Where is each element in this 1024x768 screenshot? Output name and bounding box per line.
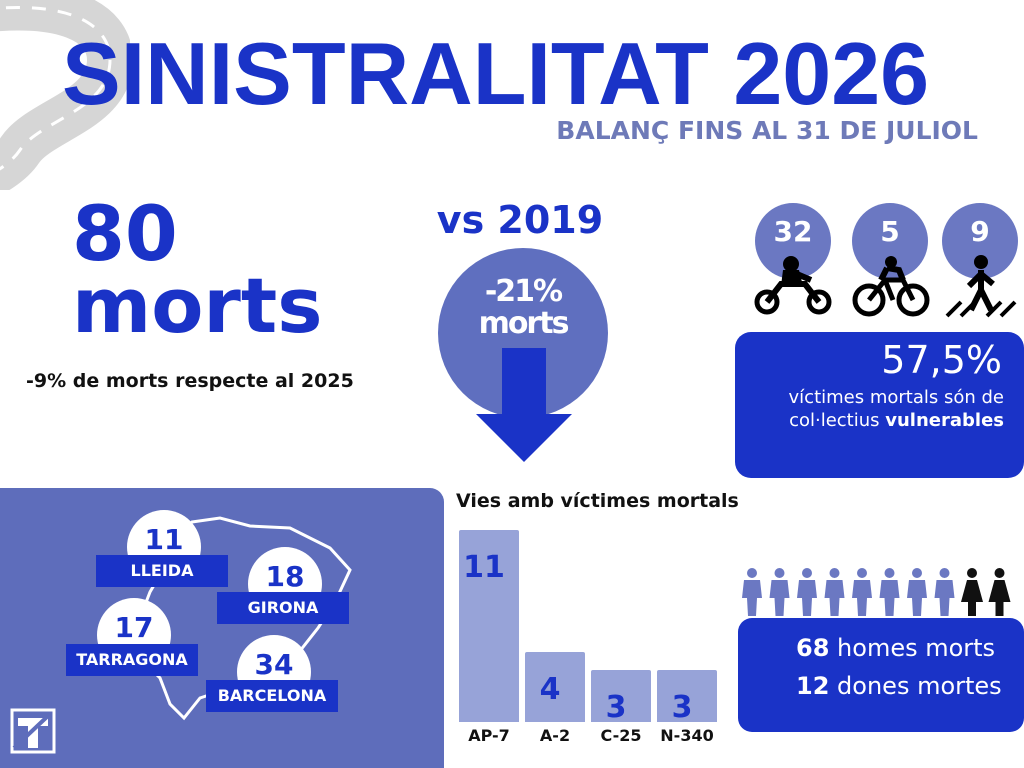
man-icon: [879, 568, 900, 616]
man-icon: [797, 568, 817, 616]
vulnerable-description: víctimes mortals són de col·lectius vuln…: [744, 386, 1004, 432]
motorcycle-icon: [754, 256, 832, 315]
province-label-tarragona: TARRAGONA: [66, 644, 198, 676]
bicycle-icon: [852, 256, 930, 317]
bar-value-label: 11: [463, 550, 505, 585]
page-subtitle: BALANÇ FINS AL 31 DE JULIOL: [556, 116, 978, 145]
bar-category-label: AP-7: [468, 726, 510, 745]
men-label: homes morts: [837, 634, 996, 662]
man-icon: [934, 568, 955, 616]
vs-2019-unit: morts: [478, 306, 570, 341]
man-icon: [852, 568, 872, 616]
man-icon: [824, 568, 845, 616]
women-deaths: 12 dones mortes: [796, 672, 1002, 700]
women-label: dones mortes: [837, 672, 1002, 700]
road-illustration: [0, 0, 130, 190]
logo-icon: [10, 708, 56, 754]
province-label-lleida: LLEIDA: [96, 555, 228, 587]
bar-n-340: [657, 670, 717, 722]
bar-a-2: [525, 652, 585, 722]
man-icon: [769, 568, 790, 616]
vulnerable-text-bold: vulnerables: [885, 410, 1004, 431]
bar-value-label: 3: [671, 690, 693, 725]
province-label-barcelona: BARCELONA: [206, 680, 338, 712]
vs-2019-label: vs 2019: [436, 198, 604, 242]
bar-category-label: A-2: [539, 726, 571, 745]
men-deaths: 68 homes morts: [796, 634, 995, 662]
arrow-down-icon: [476, 348, 572, 462]
gender-summary-box: 68 homes morts 12 dones mortes: [738, 618, 1024, 732]
men-count: 68: [796, 634, 830, 662]
vulnerable-text: víctimes mortals són de col·lectius: [788, 387, 1004, 431]
woman-icon: [988, 568, 1011, 616]
vulnerable-percent: 57,5%: [881, 338, 1002, 382]
vs-2019-value: -21% morts: [438, 276, 608, 340]
bar-value-label: 3: [605, 690, 627, 725]
pedestrian-icon: [945, 255, 1017, 318]
total-deaths-unit: morts: [72, 261, 323, 350]
vulnerable-summary-box: 57,5% víctimes mortals són de col·lectiu…: [735, 332, 1024, 478]
women-count: 12: [796, 672, 830, 700]
comparison-2025: -9% de morts respecte al 2025: [26, 370, 354, 392]
woman-icon: [961, 568, 983, 616]
total-deaths: 80 morts: [72, 189, 412, 350]
man-icon: [907, 568, 927, 616]
people-icons: [742, 568, 1011, 616]
bar-c-25: [591, 670, 651, 722]
bar-category-label: N-340: [660, 726, 714, 745]
vs-2019-percent: -21%: [484, 274, 563, 309]
chart-title: Vies amb víctimes mortals: [456, 490, 739, 512]
man-icon: [742, 568, 762, 616]
page-title: SINISTRALITAT 2026: [62, 24, 930, 123]
province-label-girona: GIRONA: [217, 592, 349, 624]
bar-value-label: 4: [539, 672, 561, 707]
province-map-panel: [0, 488, 444, 768]
bar-ap-7: [459, 530, 519, 722]
bar-category-label: C-25: [600, 726, 642, 745]
total-deaths-number: 80: [72, 189, 178, 278]
